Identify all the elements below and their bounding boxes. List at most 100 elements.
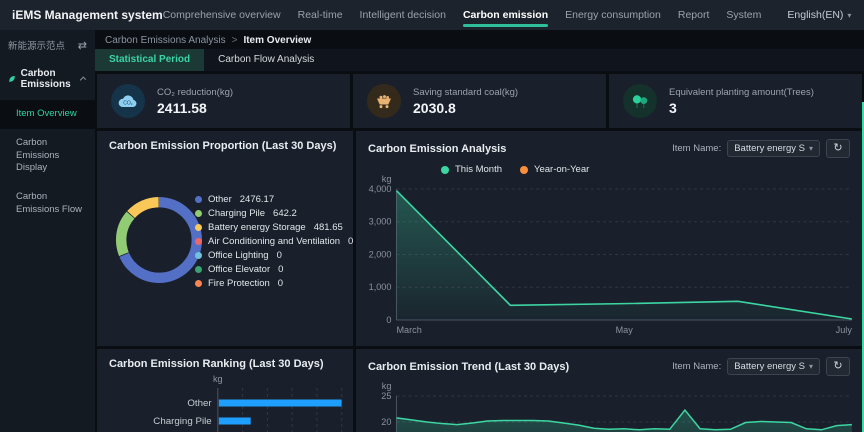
legend-dot [195,266,202,273]
trend-line-chart: 2520kg [356,380,862,432]
stat-card-saving-coal: Saving standard coal(kg) 2030.8 [353,74,606,128]
legend-dot [195,252,202,259]
legend-label: Office Elevator [208,264,270,275]
chevron-up-icon [80,76,86,82]
refresh-button[interactable]: ↻ [826,357,850,376]
tab-statistical-period[interactable]: Statistical Period [95,49,204,71]
legend-dot [520,166,528,174]
panel-carbon-emission-trend: Carbon Emission Trend (Last 30 Days) Ite… [356,349,862,432]
site-name: 新能源示范点 [8,38,65,52]
nav-comprehensive-overview[interactable]: Comprehensive overview [163,1,281,29]
nav-report[interactable]: Report [678,1,710,29]
stat-cards-row: CO₂ CO₂ reduction(kg) 2411.58 [97,74,862,128]
donut-legend-item[interactable]: Battery energy Storage 481.65 [195,222,353,233]
legend-label: This Month [455,164,502,175]
legend-value: 0 [277,250,282,261]
panel-header: Carbon Emission Trend (Last 30 Days) Ite… [356,349,862,376]
nav-energy-consumption[interactable]: Energy consumption [565,1,661,29]
co2-cloud-icon: CO₂ [111,84,145,118]
nav-system[interactable]: System [726,1,761,29]
item-name-select[interactable]: Battery energy S ▾ [727,140,820,157]
analysis-legend: This Month Year-on-Year [356,158,862,175]
breadcrumb: Carbon Emissions Analysis > Item Overvie… [95,30,864,49]
panel-header: Carbon Emission Analysis Item Name: Batt… [356,131,862,158]
analysis-line-chart: 01,0002,0003,0004,000kgMarchMayJuly [356,175,862,345]
main-content: Carbon Emissions Analysis > Item Overvie… [95,30,864,432]
legend-label: Battery energy Storage [208,222,306,233]
ranking-bar-chart: kgOtherCharging Pile [97,370,353,432]
svg-text:kg: kg [382,381,392,391]
stat-value: 3 [669,100,814,116]
panel-controls: Item Name: Battery energy S ▾ ↻ [672,357,850,376]
topbar-right: English(EN) ▾ huanglei2@topband.com.cn ▾ [787,9,864,21]
leaf-icon [8,73,16,85]
legend-value: 0 [278,278,283,289]
sidebar-item-carbon-emissions-display[interactable]: Carbon Emissions Display [0,129,95,183]
panel-controls: Item Name: Battery energy S ▾ ↻ [672,139,850,158]
svg-text:March: March [396,325,421,335]
panel-title: Carbon Emission Trend (Last 30 Days) [368,361,569,373]
nav-real-time[interactable]: Real-time [298,1,343,29]
legend-item-year-on-year[interactable]: Year-on-Year [520,164,589,175]
donut-legend-item[interactable]: Office Elevator 0 [195,264,353,275]
donut-legend: Other2476.17 Charging Pile642.2 Battery en… [195,194,353,289]
bottom-row: Carbon Emission Ranking (Last 30 Days) k… [97,349,862,432]
proportion-chart: Other2476.17 Charging Pile642.2 Battery en… [97,152,353,292]
coal-cart-icon [367,84,401,118]
donut-legend-item[interactable]: Other2476.17 [195,194,353,205]
legend-dot [195,238,202,245]
legend-dot [195,224,202,231]
donut-legend-item[interactable]: Air Conditioning and Ventilation0 [195,236,353,247]
panel-title: Carbon Emission Ranking (Last 30 Days) [97,349,353,370]
panel-title: Carbon Emission Proportion (Last 30 Days… [97,131,353,152]
main-nav: Comprehensive overview Real-time Intelli… [163,1,762,29]
sidebar-group-label: Carbon Emissions [21,68,77,90]
svg-text:1,000: 1,000 [369,282,392,292]
donut-legend-item[interactable]: Fire Protection0 [195,278,353,289]
svg-text:kg: kg [382,175,392,184]
app-title: iEMS Management system [12,8,163,22]
svg-text:4,000: 4,000 [369,184,392,194]
legend-value: 0 [278,264,283,275]
stat-value: 2411.58 [157,100,233,116]
tab-carbon-flow-analysis[interactable]: Carbon Flow Analysis [204,49,328,71]
donut-legend-item[interactable]: Charging Pile642.2 [195,208,353,219]
sidebar-item-item-overview[interactable]: Item Overview [0,100,95,129]
stat-card-planting-amount: Equivalent planting amount(Trees) 3 [609,74,862,128]
legend-value: 0 [348,236,353,247]
legend-label: Year-on-Year [534,164,589,175]
svg-text:Other: Other [187,398,212,409]
switch-site-icon[interactable]: ⇄ [78,39,87,52]
legend-dot [195,280,202,287]
item-name-label: Item Name: [672,361,721,372]
legend-dot [441,166,449,174]
refresh-button[interactable]: ↻ [826,139,850,158]
refresh-icon: ↻ [833,142,842,154]
chevron-down-icon: ▾ [809,144,813,153]
stat-value: 2030.8 [413,100,518,116]
legend-value: 2476.17 [240,194,274,205]
panel-carbon-emission-proportion: Carbon Emission Proportion (Last 30 Days… [97,131,353,346]
nav-intelligent-decision[interactable]: Intelligent decision [360,1,446,29]
legend-value: 481.65 [314,222,343,233]
legend-item-this-month[interactable]: This Month [441,164,502,175]
legend-dot [195,210,202,217]
item-name-selected-value: Battery energy S [734,361,805,372]
sidebar-item-carbon-emissions-flow[interactable]: Carbon Emissions Flow [0,183,95,225]
language-selector[interactable]: English(EN) ▾ [787,9,851,21]
breadcrumb-parent[interactable]: Carbon Emissions Analysis [105,35,226,46]
panel-carbon-emission-analysis: Carbon Emission Analysis Item Name: Batt… [356,131,862,346]
legend-label: Office Lighting [208,250,269,261]
sidebar-group-carbon-emissions[interactable]: Carbon Emissions [0,58,95,100]
language-label: English(EN) [787,9,843,21]
item-name-select[interactable]: Battery energy S ▾ [727,358,820,375]
legend-dot [195,196,202,203]
middle-row: Carbon Emission Proportion (Last 30 Days… [97,131,862,346]
tab-bar: Statistical Period Carbon Flow Analysis [95,49,864,71]
donut-legend-item[interactable]: Office Lighting 0 [195,250,353,261]
stat-label: CO₂ reduction(kg) [157,87,233,98]
nav-carbon-emission[interactable]: Carbon emission [463,1,548,29]
svg-text:0: 0 [386,315,391,325]
item-name-label: Item Name: [672,143,721,154]
top-navbar: iEMS Management system Comprehensive ove… [0,0,864,30]
